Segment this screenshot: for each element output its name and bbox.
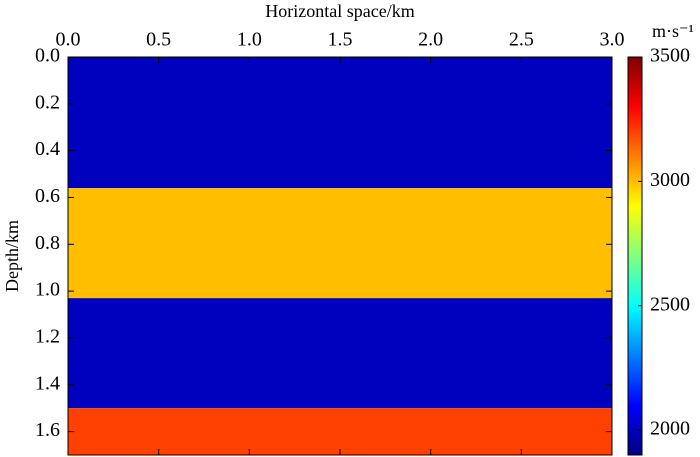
colorbar-tick-label: 2500 [650, 293, 690, 315]
y-tick-label: 1.6 [35, 419, 60, 441]
y-tick-label: 0.0 [35, 45, 60, 67]
y-tick-label: 0.2 [35, 91, 60, 113]
y-tick-label: 0.6 [35, 185, 60, 207]
y-axis-label: Depth/km [2, 220, 22, 292]
x-tick-label: 3.0 [600, 29, 625, 51]
x-tick-label: 0.5 [146, 29, 171, 51]
x-tick-label: 2.0 [418, 29, 443, 51]
y-tick-label: 0.8 [35, 232, 60, 254]
y-tick-label: 0.4 [35, 138, 60, 160]
x-axis-label: Horizontal space/km [265, 1, 414, 21]
y-tick-label: 1.4 [35, 372, 60, 394]
colorbar-tick-label: 3000 [650, 169, 690, 191]
colorbar [627, 56, 643, 456]
layer [68, 57, 612, 189]
colorbar-tick-label: 3500 [650, 45, 690, 67]
x-tick-label: 1.0 [237, 29, 262, 51]
x-tick-label: 1.5 [328, 29, 353, 51]
y-tick-label: 1.2 [35, 326, 60, 348]
y-tick-label: 1.0 [35, 279, 60, 301]
colorbar-tick-label: 2000 [650, 418, 690, 440]
colorbar-label: m·s⁻¹ [652, 21, 694, 41]
layer [68, 298, 612, 409]
layer [68, 408, 612, 455]
x-tick-label: 2.5 [509, 29, 534, 51]
layer [68, 188, 612, 299]
x-tick-label: 0.0 [56, 29, 81, 51]
